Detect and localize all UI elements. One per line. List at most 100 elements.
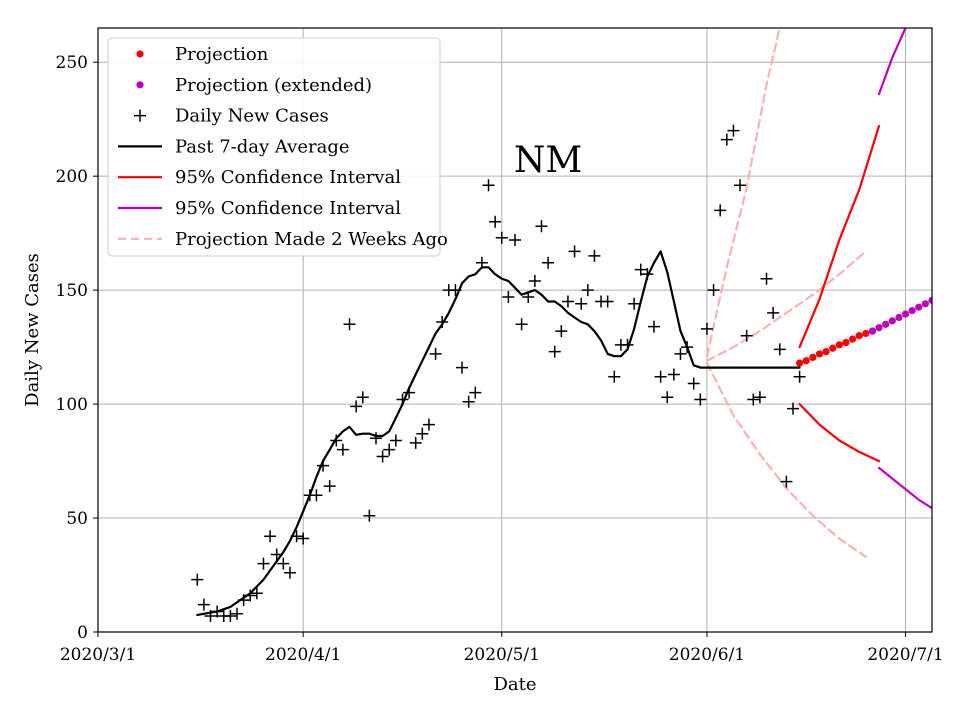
daily-case-marker — [641, 268, 654, 281]
daily-case-marker — [211, 605, 224, 618]
legend-label-old: Projection Made 2 Weeks Ago — [175, 229, 448, 250]
daily-case-marker — [436, 316, 449, 329]
daily-case-marker — [356, 391, 369, 404]
daily-case-marker — [667, 368, 680, 381]
daily-case-marker — [581, 284, 594, 297]
projection-point — [842, 338, 850, 347]
y-tick-label: 150 — [56, 281, 88, 301]
daily-case-marker — [601, 295, 614, 308]
legend-marker-projection — [136, 50, 144, 58]
projection-extended-point — [921, 300, 929, 308]
daily-case-marker — [257, 557, 270, 570]
daily-case-marker — [548, 345, 561, 358]
daily-case-marker — [793, 370, 806, 383]
daily-case-marker — [555, 325, 568, 338]
daily-case-marker — [376, 450, 389, 463]
daily-case-marker — [403, 386, 416, 399]
legend-label-ci_ext: 95% Confidence Interval — [175, 198, 401, 219]
daily-case-marker — [317, 459, 330, 472]
axes: 2020/3/1 2020/4/1 2020/5/1 2020/6/1 2020/7/1… — [56, 53, 944, 665]
x-tick-label: 2020/6/1 — [669, 645, 745, 665]
x-tick-label: 2020/3/1 — [60, 645, 136, 665]
projection-point — [829, 344, 837, 352]
daily-case-marker — [277, 557, 290, 570]
daily-case-marker — [363, 509, 376, 522]
daily-case-marker — [264, 530, 277, 543]
legend-box — [107, 37, 441, 257]
daily-case-marker — [674, 347, 687, 360]
x-tick-label: 2020/7/1 — [867, 645, 943, 665]
y-tick-label: 100 — [56, 395, 88, 415]
daily-case-marker — [535, 220, 548, 233]
old-projection-lower-bound — [705, 361, 867, 558]
daily-case-marker — [270, 548, 283, 561]
daily-case-marker — [250, 587, 263, 600]
daily-case-marker — [330, 434, 343, 447]
daily-case-marker — [224, 610, 237, 623]
daily-case-marker — [482, 179, 495, 192]
legend-label-daily: Daily New Cases — [175, 106, 329, 127]
legend-label-projection: Projection — [175, 44, 269, 65]
daily-case-marker — [608, 370, 621, 383]
x-axis-label: Date — [493, 674, 536, 695]
projection-point — [848, 335, 857, 343]
daily-case-marker — [542, 256, 555, 269]
daily-case-marker — [422, 418, 435, 431]
y-tick-label: 250 — [56, 53, 88, 73]
daily-case-marker — [767, 306, 780, 319]
daily-case-marker — [747, 393, 760, 406]
daily-case-marker — [449, 284, 462, 297]
daily-case-marker — [456, 361, 469, 374]
daily-case-marker — [661, 391, 674, 404]
old-projection-upper-bound — [705, 28, 781, 358]
y-tick-label: 50 — [66, 509, 88, 529]
projection-point — [822, 348, 830, 356]
daily-case-marker — [515, 318, 528, 331]
projection-extended-point — [901, 310, 910, 318]
daily-case-marker — [694, 393, 707, 406]
ci-upper-line — [798, 124, 881, 349]
ci-extended-lower-line — [877, 466, 932, 510]
daily-case-marker — [628, 297, 641, 310]
daily-case-marker — [753, 391, 766, 404]
daily-case-marker — [310, 489, 323, 502]
daily-case-marker — [350, 400, 363, 413]
daily-case-marker — [297, 532, 310, 545]
daily-case-marker — [495, 231, 508, 244]
projection-point — [802, 357, 810, 365]
past-7day-average-line — [196, 250, 801, 616]
daily-case-marker — [370, 432, 382, 445]
plot-series — [191, 28, 932, 623]
projection-extended-point — [888, 317, 896, 325]
daily-case-marker — [383, 443, 396, 456]
daily-case-marker — [290, 530, 303, 543]
daily-case-marker — [740, 329, 753, 342]
daily-case-marker — [197, 598, 210, 611]
daily-case-marker — [654, 370, 667, 383]
old-projection-line — [705, 250, 867, 362]
projection-extended-point — [882, 320, 890, 328]
daily-case-marker — [509, 233, 521, 246]
daily-case-marker — [191, 573, 204, 586]
projection-extended-point — [895, 313, 903, 322]
legend-marker-projection_ext — [136, 81, 144, 89]
legend-label-ci: 95% Confidence Interval — [175, 167, 401, 188]
daily-case-marker — [734, 179, 747, 192]
projection-point — [796, 359, 804, 367]
daily-case-marker — [489, 215, 502, 228]
projection-point — [815, 350, 824, 358]
projection-extended-point — [908, 307, 916, 315]
daily-case-marker — [773, 343, 786, 356]
daily-case-marker — [283, 566, 296, 579]
daily-case-marker — [787, 402, 799, 415]
daily-case-marker — [700, 322, 713, 335]
ci-lower-line — [798, 403, 881, 463]
x-tick-label: 2020/5/1 — [464, 645, 540, 665]
daily-case-marker — [462, 395, 475, 408]
daily-case-marker — [720, 133, 733, 146]
legend-marker-daily — [134, 109, 146, 122]
daily-case-marker — [727, 124, 740, 137]
projection-point — [809, 353, 817, 361]
projection-point — [855, 332, 863, 340]
